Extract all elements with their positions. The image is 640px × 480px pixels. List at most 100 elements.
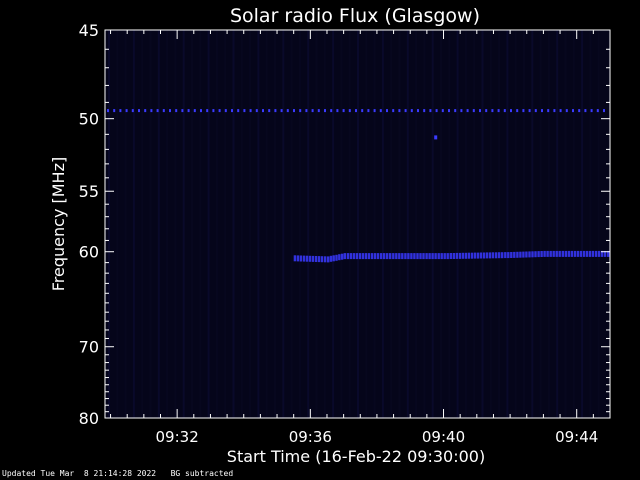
emission-features bbox=[107, 109, 610, 263]
calibration-dot bbox=[249, 109, 252, 113]
background-streak bbox=[116, 30, 119, 418]
background-streak bbox=[215, 30, 218, 418]
emission-band-mark bbox=[540, 251, 543, 257]
emission-band-mark bbox=[401, 253, 404, 260]
background-streak bbox=[564, 30, 567, 418]
emission-band-mark bbox=[510, 252, 513, 258]
background-streak bbox=[132, 30, 135, 418]
calibration-dot bbox=[131, 109, 134, 113]
calibration-dot bbox=[237, 109, 240, 113]
emission-band-mark bbox=[585, 250, 589, 257]
calibration-dot bbox=[404, 109, 407, 113]
background-streak bbox=[141, 30, 144, 418]
emission-band-mark bbox=[455, 252, 458, 259]
background-streak bbox=[257, 30, 260, 418]
footer: Updated Tue Mar 8 21:14:28 2022 BG subtr… bbox=[2, 469, 233, 478]
background-streak bbox=[431, 30, 434, 418]
emission-band-mark bbox=[555, 250, 558, 257]
emission-band-mark bbox=[576, 250, 580, 257]
calibration-dot bbox=[342, 109, 345, 113]
emission-band-mark bbox=[311, 255, 315, 262]
x-tick-label: 09:32 bbox=[156, 428, 199, 446]
background-streak bbox=[464, 30, 467, 418]
emission-band-mark bbox=[519, 251, 522, 258]
background-streaks bbox=[108, 30, 600, 418]
emission-band-mark bbox=[434, 253, 437, 260]
background-streak bbox=[381, 30, 384, 418]
emission-band-mark bbox=[504, 252, 507, 259]
background-streak bbox=[298, 30, 301, 418]
calibration-dot bbox=[193, 109, 196, 113]
emission-band-mark bbox=[549, 250, 552, 257]
emission-band-mark bbox=[305, 255, 309, 262]
calibration-dot bbox=[503, 109, 506, 113]
emission-band-mark bbox=[570, 250, 573, 257]
background-streak bbox=[240, 30, 243, 418]
y-tick-label: 55 bbox=[79, 182, 99, 201]
calibration-dot bbox=[386, 109, 388, 113]
emission-band-mark bbox=[452, 253, 455, 259]
calibration-dot bbox=[317, 109, 320, 113]
emission-band-mark bbox=[437, 253, 440, 260]
calibration-dot bbox=[373, 109, 376, 113]
calibration-dot bbox=[429, 109, 432, 113]
calibration-dot bbox=[305, 109, 308, 113]
emission-band-mark bbox=[591, 250, 595, 257]
emission-band-mark bbox=[582, 250, 586, 257]
calibration-dot bbox=[150, 109, 153, 113]
emission-band-mark bbox=[594, 250, 598, 257]
updated-timestamp: Updated Tue Mar 8 21:14:28 2022 bbox=[2, 469, 157, 478]
x-axis: 09:32 09:36 09:40 09:44 bbox=[110, 30, 611, 446]
calibration-dot bbox=[299, 109, 302, 113]
calibration-dot bbox=[336, 109, 339, 113]
background-streak bbox=[456, 30, 459, 418]
emission-band-mark bbox=[534, 251, 537, 258]
emission-band-mark bbox=[579, 250, 583, 257]
background-streak bbox=[572, 30, 575, 418]
emission-band-mark bbox=[461, 252, 465, 259]
emission-band-mark bbox=[607, 250, 610, 257]
background-streak bbox=[290, 30, 293, 418]
calibration-dot bbox=[274, 109, 277, 113]
calibration-dot bbox=[280, 109, 283, 113]
y-tick-label: 45 bbox=[79, 21, 99, 40]
background-streak bbox=[265, 30, 268, 418]
calibration-dot bbox=[497, 109, 500, 113]
calibration-dot bbox=[311, 109, 314, 113]
emission-band-mark bbox=[358, 253, 362, 260]
emission-band-mark bbox=[464, 252, 468, 259]
calibration-dot bbox=[355, 109, 357, 113]
background-streak bbox=[589, 30, 592, 418]
emission-band-mark bbox=[416, 253, 419, 260]
emission-band-mark bbox=[410, 253, 413, 260]
background-streak bbox=[423, 30, 426, 418]
emission-band-mark bbox=[495, 252, 498, 259]
emission-band-mark bbox=[370, 253, 374, 260]
calibration-dot bbox=[441, 109, 444, 113]
emission-band-mark bbox=[440, 253, 443, 260]
emission-band-mark bbox=[355, 253, 359, 260]
emission-band-mark bbox=[419, 253, 422, 260]
background-streak bbox=[365, 30, 368, 418]
calibration-dot bbox=[454, 109, 457, 113]
calibration-dot bbox=[417, 109, 419, 113]
y-tick-label: 50 bbox=[79, 110, 99, 129]
background-streak bbox=[274, 30, 276, 418]
emission-band-mark bbox=[338, 254, 341, 261]
background-streak bbox=[440, 30, 442, 418]
calibration-dot bbox=[410, 109, 413, 113]
calibration-dot bbox=[212, 109, 215, 113]
bg-note: BG subtracted bbox=[170, 469, 234, 478]
calibration-dot bbox=[553, 109, 556, 113]
background-streak bbox=[448, 30, 451, 418]
calibration-dot bbox=[330, 109, 333, 113]
background-streak bbox=[207, 30, 210, 418]
emission-band-mark bbox=[308, 255, 312, 262]
calibration-dot bbox=[379, 109, 382, 113]
background-streak bbox=[390, 30, 393, 418]
calibration-dot bbox=[534, 109, 537, 113]
emission-band-mark bbox=[470, 252, 474, 259]
calibration-dot bbox=[206, 109, 209, 113]
emission-band-mark bbox=[600, 250, 604, 257]
